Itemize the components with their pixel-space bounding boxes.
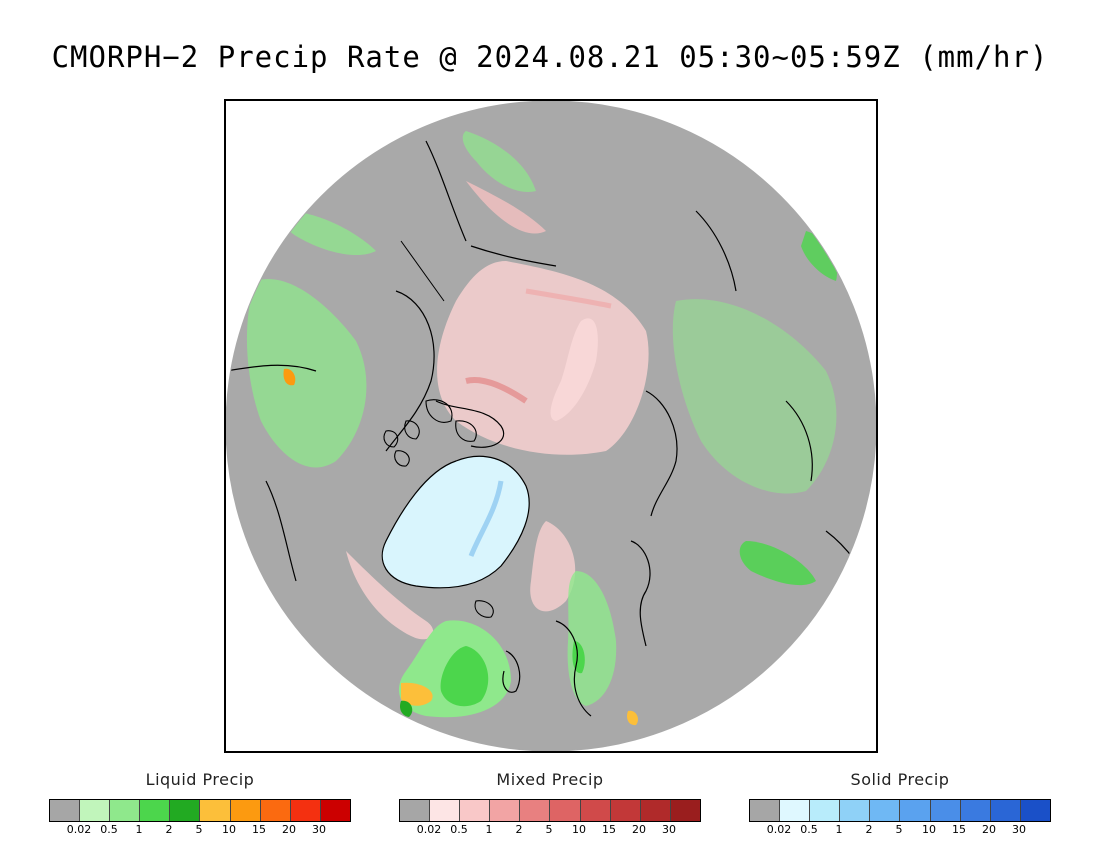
liquid-precip-beringia — [462, 131, 536, 192]
legend-swatch-solid-7 — [960, 800, 991, 821]
legend-tick-liquid-6: 15 — [252, 823, 266, 836]
legend-tick-mixed-2: 1 — [485, 823, 493, 836]
legend-swatch-solid-4 — [870, 800, 901, 821]
legend-swatch-solid-1 — [780, 800, 811, 821]
liquid-precip-canada — [246, 279, 367, 468]
legend-tick-solid-7: 20 — [982, 823, 996, 836]
legend-mixed: Mixed Precip 0.02 0.5 1 2 5 10 15 20 30 — [399, 770, 701, 840]
legend-tick-liquid-4: 5 — [195, 823, 203, 836]
legend-tick-liquid-2: 1 — [135, 823, 143, 836]
legend-swatch-liquid-9 — [320, 800, 350, 821]
legend-swatch-liquid-4 — [170, 800, 201, 821]
liquid-precip-na-dark — [399, 700, 413, 717]
mixed-precip-band-2 — [525, 288, 612, 309]
legend-tick-liquid-7: 20 — [282, 823, 296, 836]
mixed-precip-band-1 — [465, 377, 528, 404]
legend-tick-mixed-7: 20 — [632, 823, 646, 836]
legend-swatches-mixed — [399, 799, 701, 822]
precip-map-svg — [226, 101, 876, 751]
liquid-precip-baltic-orange — [626, 710, 639, 726]
legend-tick-solid-0: 0.02 — [766, 823, 792, 836]
legend-swatch-solid-3 — [840, 800, 871, 821]
legend-tick-liquid-1: 0.5 — [100, 823, 118, 836]
legend-tick-mixed-8: 30 — [662, 823, 676, 836]
legend-ticks-liquid: 0.02 0.5 1 2 5 10 15 20 30 — [49, 823, 351, 837]
mixed-precip-greenland-west — [346, 551, 434, 640]
legend-swatch-liquid-2 — [110, 800, 141, 821]
legend-swatches-solid — [749, 799, 1051, 822]
legend-ticks-solid: 0.02 0.5 1 2 5 10 15 20 30 — [749, 823, 1051, 837]
legend-swatch-mixed-4 — [520, 800, 551, 821]
legend-tick-solid-4: 5 — [895, 823, 903, 836]
legend-swatch-liquid-3 — [140, 800, 171, 821]
legend-swatch-mixed-6 — [580, 800, 611, 821]
liquid-precip-na-core — [440, 646, 489, 707]
legend-tick-mixed-0: 0.02 — [416, 823, 442, 836]
legend-tick-solid-3: 2 — [865, 823, 873, 836]
liquid-precip-east-siberia — [739, 541, 816, 586]
polar-precip-map — [224, 99, 878, 753]
legend-swatch-liquid-5 — [200, 800, 231, 821]
liquid-precip-canada-orange — [283, 368, 296, 386]
legend-tick-solid-5: 10 — [922, 823, 936, 836]
legend-solid: Solid Precip 0.02 0.5 1 2 5 10 15 20 30 — [749, 770, 1051, 840]
legend-tick-mixed-4: 5 — [545, 823, 553, 836]
legend-swatch-solid-6 — [930, 800, 961, 821]
legend-title-liquid: Liquid Precip — [145, 770, 255, 789]
legend-tick-liquid-8: 30 — [312, 823, 326, 836]
legend-title-solid: Solid Precip — [850, 770, 950, 789]
legend-swatch-mixed-7 — [610, 800, 641, 821]
arctic-archipelago-coast — [383, 399, 494, 618]
legend-tick-liquid-0: 0.02 — [66, 823, 92, 836]
legend-swatch-mixed-2 — [460, 800, 491, 821]
mixed-precip-central — [437, 261, 649, 455]
liquid-precip-siberia — [672, 299, 837, 494]
liquid-precip-scandinavia-core — [572, 641, 585, 674]
legend-tick-mixed-5: 10 — [572, 823, 586, 836]
legend-tick-solid-8: 30 — [1012, 823, 1026, 836]
legend-swatches-liquid — [49, 799, 351, 822]
mixed-precip-east — [530, 521, 576, 612]
legend-swatch-solid-9 — [1020, 800, 1050, 821]
liquid-precip-alaska — [280, 211, 376, 256]
mixed-precip-north — [466, 181, 546, 234]
legend-swatch-liquid-7 — [260, 800, 291, 821]
legend-tick-liquid-5: 10 — [222, 823, 236, 836]
chart-title: CMORPH−2 Precip Rate @ 2024.08.21 05:30~… — [51, 40, 1049, 74]
legend-swatch-solid-2 — [810, 800, 841, 821]
legend-tick-solid-1: 0.5 — [800, 823, 818, 836]
legend-tick-solid-2: 1 — [835, 823, 843, 836]
legend-title-mixed: Mixed Precip — [496, 770, 604, 789]
legend-swatch-solid-8 — [990, 800, 1021, 821]
legend-swatch-mixed-9 — [670, 800, 700, 821]
legend-swatch-solid-5 — [900, 800, 931, 821]
legend-tick-solid-6: 15 — [952, 823, 966, 836]
legend-swatch-mixed-1 — [430, 800, 461, 821]
legend-tick-mixed-3: 2 — [515, 823, 523, 836]
legend-swatch-liquid-1 — [80, 800, 111, 821]
legend-swatch-liquid-6 — [230, 800, 261, 821]
legend-ticks-mixed: 0.02 0.5 1 2 5 10 15 20 30 — [399, 823, 701, 837]
legend-swatch-liquid-8 — [290, 800, 321, 821]
liquid-precip-na-orange — [401, 682, 433, 706]
liquid-precip-north-east — [801, 231, 837, 281]
legend-liquid: Liquid Precip 0.02 0.5 1 2 5 10 15 20 30 — [49, 770, 351, 840]
legend-tick-liquid-3: 2 — [165, 823, 173, 836]
greenland-solid-band — [468, 480, 504, 557]
legend-swatch-mixed-3 — [490, 800, 521, 821]
greenland-solid-precip — [381, 455, 530, 589]
legend-swatch-mixed-8 — [640, 800, 671, 821]
legend-swatch-mixed-0 — [400, 800, 431, 821]
alaska-canada-border — [400, 240, 445, 302]
legend-swatch-solid-0 — [750, 800, 781, 821]
legend-swatch-liquid-0 — [50, 800, 81, 821]
legend-swatch-mixed-5 — [550, 800, 581, 821]
legend-tick-mixed-1: 0.5 — [450, 823, 468, 836]
legend-tick-mixed-6: 15 — [602, 823, 616, 836]
